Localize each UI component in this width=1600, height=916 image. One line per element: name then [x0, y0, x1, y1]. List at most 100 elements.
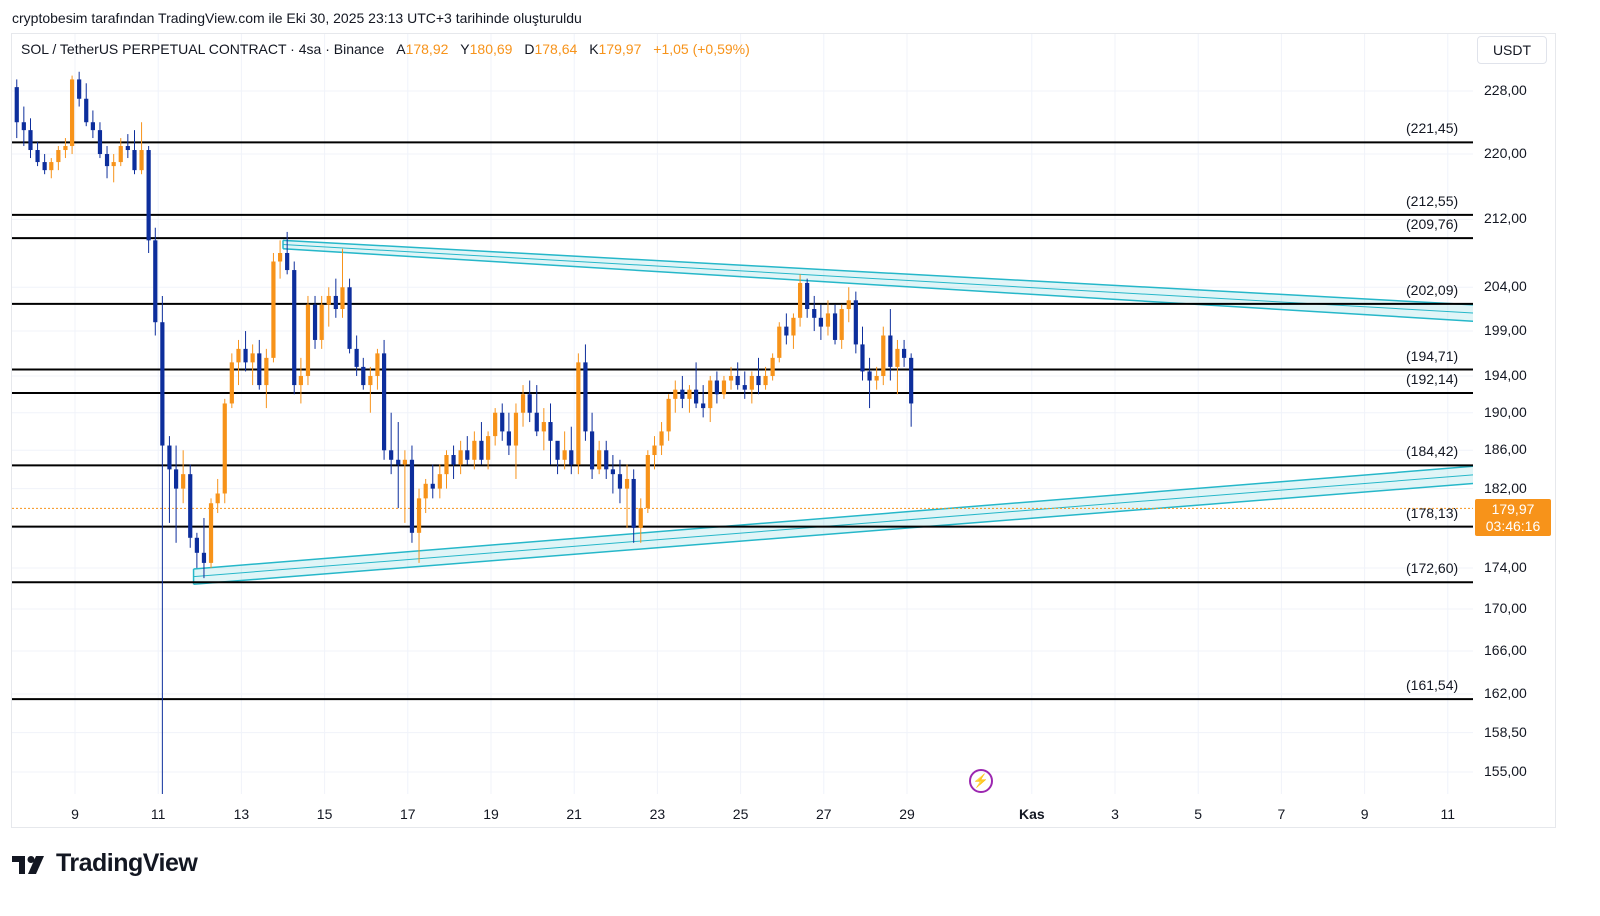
candle-body	[139, 150, 144, 171]
candle-body	[812, 309, 817, 318]
candle	[562, 431, 567, 470]
time-tick-label: 27	[816, 806, 832, 822]
candle	[500, 403, 505, 441]
candle-body	[770, 357, 775, 376]
candle	[624, 464, 630, 528]
chart-frame	[11, 33, 1556, 828]
candle-body	[222, 403, 227, 494]
candle-body	[479, 440, 484, 460]
candle-body	[409, 459, 415, 533]
candle-body	[458, 450, 463, 465]
candle	[229, 353, 234, 409]
candle-body	[153, 240, 158, 323]
candle	[797, 274, 803, 327]
chart-plot-area[interactable]	[12, 34, 1473, 794]
candle-body	[132, 150, 137, 171]
symbol-label[interactable]: SOL / TetherUS PERPETUAL CONTRACT · 4sa …	[21, 41, 385, 57]
candle	[222, 398, 227, 504]
candle	[818, 304, 823, 340]
countdown-timer: 03:46:16	[1485, 518, 1541, 534]
candle-body	[69, 79, 75, 147]
candle	[368, 366, 373, 413]
candle-body	[638, 508, 643, 528]
candle-body	[888, 335, 893, 367]
candle-body	[818, 317, 823, 327]
candle-body	[583, 362, 588, 432]
price-tick-label: 162,00	[1484, 685, 1527, 702]
brand-name: TradingView	[56, 849, 198, 877]
candle-body	[687, 389, 692, 399]
candle	[125, 134, 130, 159]
price-tick-label: 158,50	[1484, 723, 1527, 740]
candle-body	[167, 445, 172, 470]
candle	[784, 313, 789, 345]
candle	[430, 464, 435, 499]
candle	[361, 357, 366, 390]
currency-selector[interactable]: USDT	[1477, 36, 1547, 64]
candle-body	[673, 389, 678, 399]
candlestick-chart[interactable]	[12, 34, 1473, 794]
candle	[867, 357, 872, 409]
level-label: (172,60)	[1406, 560, 1459, 577]
candle	[506, 412, 511, 456]
candle	[277, 240, 283, 279]
candle-body	[215, 493, 220, 504]
price-tick-label: 186,00	[1484, 441, 1527, 458]
candle	[285, 231, 290, 275]
candle	[396, 422, 401, 509]
candle-body	[659, 431, 664, 446]
candle-body	[714, 380, 719, 395]
candle-body	[21, 122, 26, 131]
candle-body	[701, 403, 706, 409]
tradingview-logo-icon	[12, 855, 44, 874]
candle-body	[104, 154, 110, 167]
candle-body	[340, 287, 345, 310]
price-tick-label: 174,00	[1484, 558, 1527, 575]
candle-body	[846, 300, 851, 310]
ohlc-legend: SOL / TetherUS PERPETUAL CONTRACT · 4sa …	[21, 41, 750, 57]
candle	[416, 488, 422, 563]
tradingview-logo[interactable]: TradingView	[12, 849, 198, 878]
candle-body	[229, 362, 234, 404]
candle	[742, 371, 747, 399]
candle	[458, 440, 463, 475]
candle-body	[319, 304, 324, 340]
lightning-icon[interactable]: ⚡	[969, 769, 993, 793]
candle	[888, 309, 893, 381]
candle	[485, 431, 491, 470]
candle-body	[368, 375, 373, 386]
candle-body	[860, 344, 865, 372]
candle-body	[589, 431, 595, 470]
candle-body	[375, 353, 380, 376]
candle	[139, 122, 144, 175]
close-value: 179,97	[598, 41, 642, 57]
candle	[375, 348, 380, 390]
candle	[832, 304, 838, 345]
candle	[673, 380, 678, 413]
candle	[97, 122, 103, 159]
candle	[173, 445, 179, 543]
upper-channel-upper-line	[282, 239, 1473, 306]
candle	[617, 459, 623, 504]
candle-body	[500, 412, 505, 432]
candle	[333, 278, 338, 318]
candle	[49, 158, 54, 179]
candle	[42, 154, 47, 175]
candle	[215, 478, 220, 514]
candle-body	[666, 398, 671, 432]
candle-body	[243, 348, 248, 363]
candle-body	[437, 474, 442, 489]
candle	[714, 371, 719, 404]
candle-body	[389, 450, 394, 460]
low-key: D	[524, 41, 535, 57]
candle-body	[721, 380, 727, 395]
level-label: (184,42)	[1406, 443, 1459, 460]
time-tick-label: 11	[1440, 806, 1456, 822]
candle	[257, 339, 262, 390]
candle	[708, 375, 713, 423]
candle-body	[485, 436, 491, 460]
candle	[444, 450, 449, 489]
high-key: Y	[460, 41, 470, 57]
candle-body	[125, 146, 130, 151]
price-tick-label: 182,00	[1484, 479, 1527, 496]
